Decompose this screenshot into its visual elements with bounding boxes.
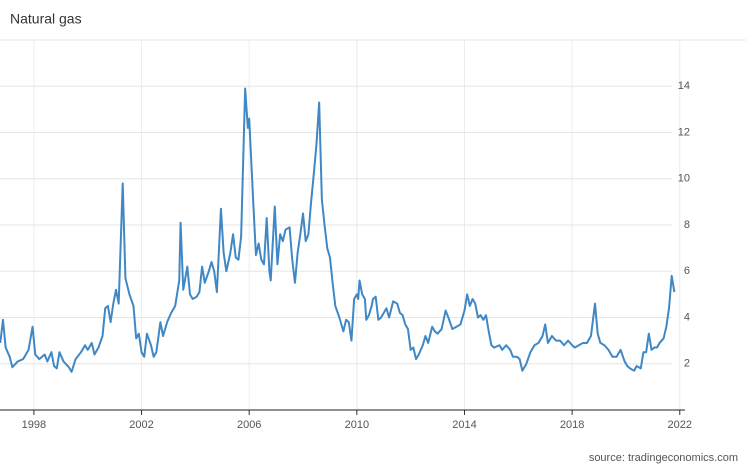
data-line [0,87,676,373]
y-tick-label: 12 [678,126,690,138]
y-tick-label: 10 [678,173,690,185]
x-tick-label: 2018 [560,419,584,431]
x-tick-label: 2002 [129,419,153,431]
y-tick-label: 4 [684,311,690,323]
x-tick-label: 2006 [237,419,261,431]
y-tick-label: 8 [684,219,690,231]
x-tick-label: 2010 [345,419,369,431]
chart-title: Natural gas [10,11,82,27]
y-tick-label: 6 [684,265,690,277]
y-tick-label: 14 [678,80,690,92]
source: source: tradingeconomics.com [589,452,738,464]
x-tick-label: 2014 [452,419,476,431]
x-tick-label: 2022 [668,419,692,431]
y-tick-label: 2 [684,358,690,370]
x-tick-label: 1998 [22,419,46,431]
